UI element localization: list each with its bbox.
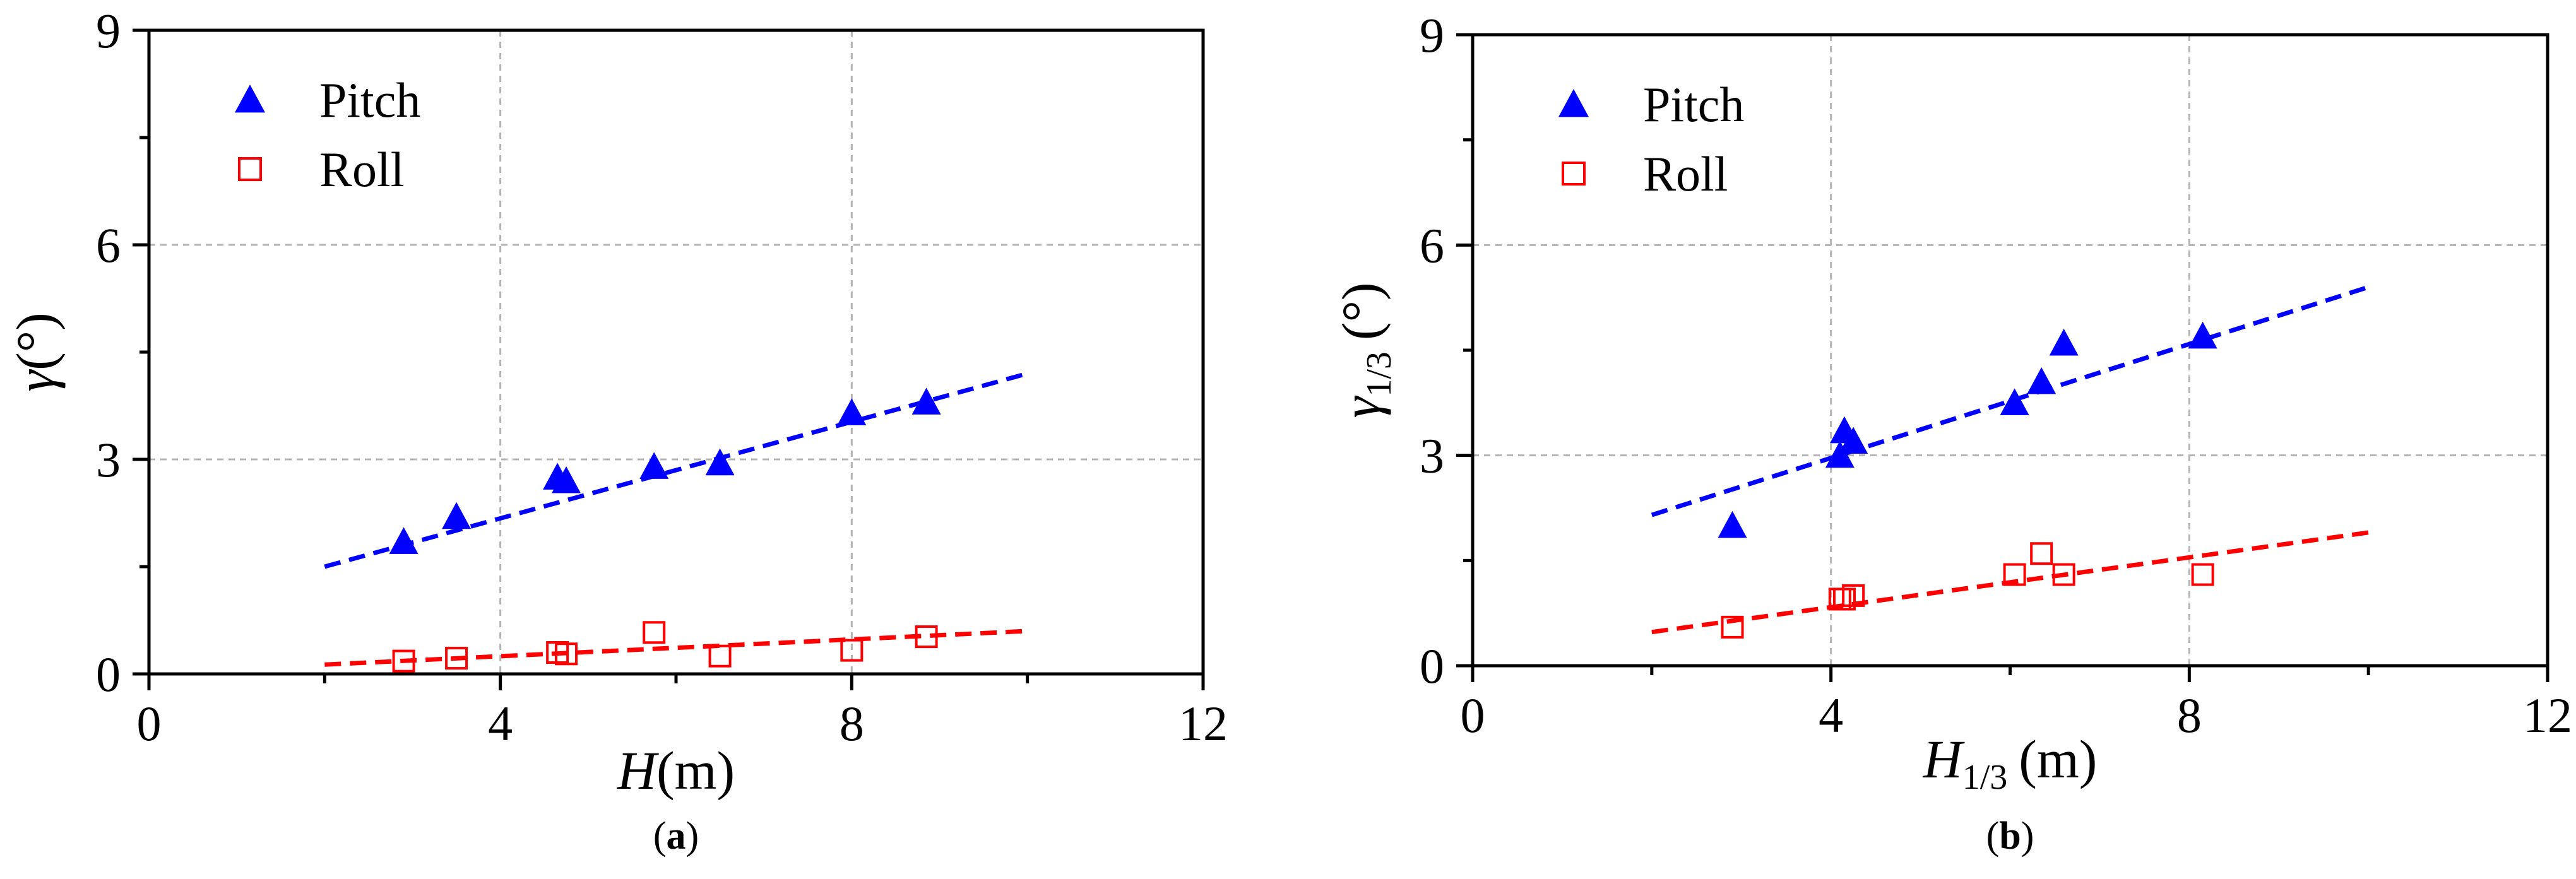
legend-roll-label: Roll (319, 142, 404, 197)
legend-roll-label: Roll (1643, 146, 1728, 201)
roll-point (2030, 542, 2053, 565)
roll-point (1842, 584, 1865, 607)
y-axis-symbol: γ (5, 369, 66, 392)
roll-point (840, 639, 864, 662)
panel-label-letter: b (1999, 815, 2021, 858)
roll-point (708, 644, 732, 668)
x-axis-symbol: H (1923, 729, 1965, 789)
roll-point (1721, 615, 1744, 639)
x-tick-label: 4 (1819, 688, 1843, 743)
legend-roll-marker (1562, 162, 1586, 186)
x-tick-label: 0 (1461, 688, 1485, 743)
panel-label: (b) (1986, 815, 2034, 858)
roll-trend-line (324, 628, 1028, 667)
roll-trend-line (1651, 530, 2369, 635)
panel-label-open: ( (653, 815, 667, 858)
panel-label-close: ) (686, 815, 699, 858)
y-tick-label: 3 (96, 432, 121, 487)
roll-point (915, 625, 938, 649)
pitch-point (1718, 510, 1747, 538)
pitch-point (837, 398, 867, 425)
y-axis-symbol: γ (1331, 396, 1391, 418)
x-axis-unit: (m) (656, 740, 735, 801)
y-axis-label: γ1/3 (°) (1331, 282, 1399, 418)
pitch-point (2000, 388, 2029, 415)
x-axis-subscript: 1/3 (1962, 758, 2008, 797)
pitch-point (389, 527, 418, 554)
roll-point (2191, 563, 2214, 586)
pitch-point (1825, 440, 1855, 468)
legend-roll-marker (238, 157, 262, 181)
x-tick-label: 12 (2523, 688, 2572, 743)
pitch-point (911, 387, 941, 415)
roll-point (643, 621, 666, 644)
roll-point (445, 647, 468, 670)
y-tick-label: 0 (96, 647, 121, 702)
pitch-point (1839, 427, 1868, 454)
x-tick-label: 12 (1178, 696, 1228, 751)
y-tick-label: 3 (1420, 428, 1444, 483)
y-axis-label: γ(°) (5, 312, 66, 392)
roll-point (392, 649, 415, 673)
y-axis-unit: (°) (1331, 282, 1391, 340)
panel-label-letter: a (667, 815, 686, 858)
pitch-trend-line (324, 371, 1028, 569)
pitch-point (705, 448, 735, 476)
legend-pitch-label: Pitch (1643, 77, 1744, 132)
pitch-point (442, 502, 472, 529)
roll-point (555, 642, 578, 666)
x-tick-label: 8 (840, 696, 864, 751)
panel-label-close: ) (2021, 815, 2034, 858)
legend-pitch-marker (235, 85, 265, 113)
legend-pitch-label: Pitch (319, 73, 420, 127)
x-tick-label: 8 (2177, 688, 2202, 743)
pitch-point (2049, 328, 2079, 356)
x-axis-label: H1/3 (m) (1923, 729, 2098, 797)
y-axis-subscript: 1/3 (1360, 351, 1399, 397)
pitch-point (552, 466, 581, 493)
plot-frame (1471, 33, 2549, 668)
y-tick-label: 0 (1420, 639, 1444, 693)
y-tick-label: 6 (1420, 218, 1444, 273)
x-axis-label: H(m) (617, 740, 735, 801)
chart-panel-a: 0 4 8 12 0 3 6 9 γ(°) H(m) (a) Pitch Roll (5, 3, 1228, 858)
roll-point (2003, 563, 2026, 586)
y-tick-label: 6 (96, 218, 121, 273)
pitch-point (2188, 321, 2217, 349)
x-tick-label: 0 (137, 696, 162, 751)
plot-frame (147, 28, 1205, 676)
panel-label: (a) (653, 815, 699, 858)
roll-point (546, 641, 569, 664)
y-tick-label: 9 (96, 3, 121, 58)
y-axis-unit: (°) (5, 312, 66, 370)
x-axis-unit: (m) (2019, 729, 2097, 789)
roll-point (2052, 563, 2075, 586)
pitch-point (639, 452, 669, 479)
x-axis-symbol: H (617, 740, 659, 801)
x-tick-label: 4 (488, 696, 513, 751)
legend-pitch-marker (1558, 89, 1589, 117)
panel-label-open: ( (1986, 815, 2000, 858)
y-tick-label: 9 (1420, 8, 1444, 62)
pitch-point (2027, 367, 2057, 394)
